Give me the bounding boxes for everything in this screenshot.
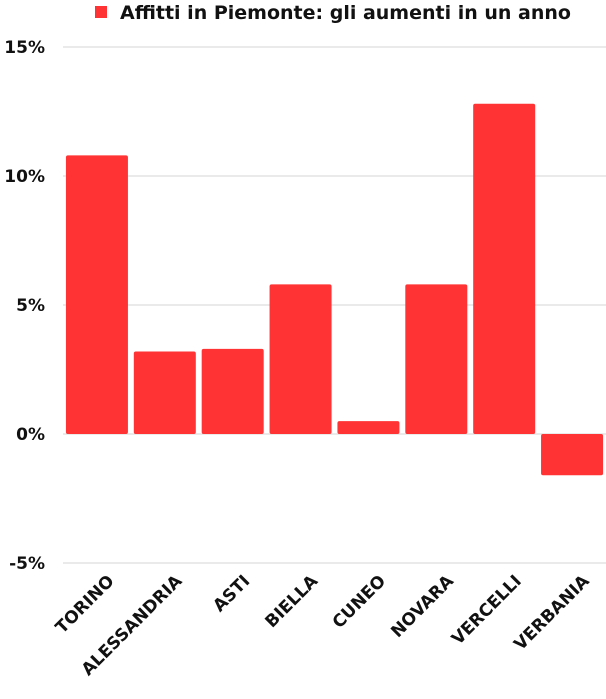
bar-vercelli bbox=[473, 103, 536, 434]
x-tick-label: CUNEO bbox=[329, 571, 390, 632]
legend: Affitti in Piemonte: gli aumenti in un a… bbox=[95, 2, 571, 24]
bars bbox=[65, 103, 604, 476]
x-tick-label: NOVARA bbox=[387, 571, 458, 642]
bar-torino bbox=[65, 155, 128, 435]
bar-cuneo bbox=[337, 421, 400, 434]
y-tick-label: 15% bbox=[4, 38, 45, 58]
y-axis: 15% 10% 5% 0% -5% bbox=[4, 38, 45, 574]
bar-asti bbox=[201, 348, 264, 434]
x-tick-label: BIELLA bbox=[261, 571, 322, 632]
bar-biella bbox=[269, 284, 332, 434]
y-tick-label: 5% bbox=[16, 296, 45, 316]
bar-novara bbox=[405, 284, 468, 434]
bar-verbania bbox=[541, 434, 604, 476]
bar-alessandria bbox=[133, 351, 196, 434]
y-tick-label: 0% bbox=[16, 425, 45, 445]
legend-swatch bbox=[95, 6, 107, 18]
x-tick-label: ASTI bbox=[209, 571, 254, 616]
x-tick-label: TORINO bbox=[52, 571, 119, 638]
y-tick-label: -5% bbox=[9, 554, 45, 574]
legend-label: Affitti in Piemonte: gli aumenti in un a… bbox=[120, 2, 571, 24]
y-tick-label: 10% bbox=[4, 167, 45, 187]
